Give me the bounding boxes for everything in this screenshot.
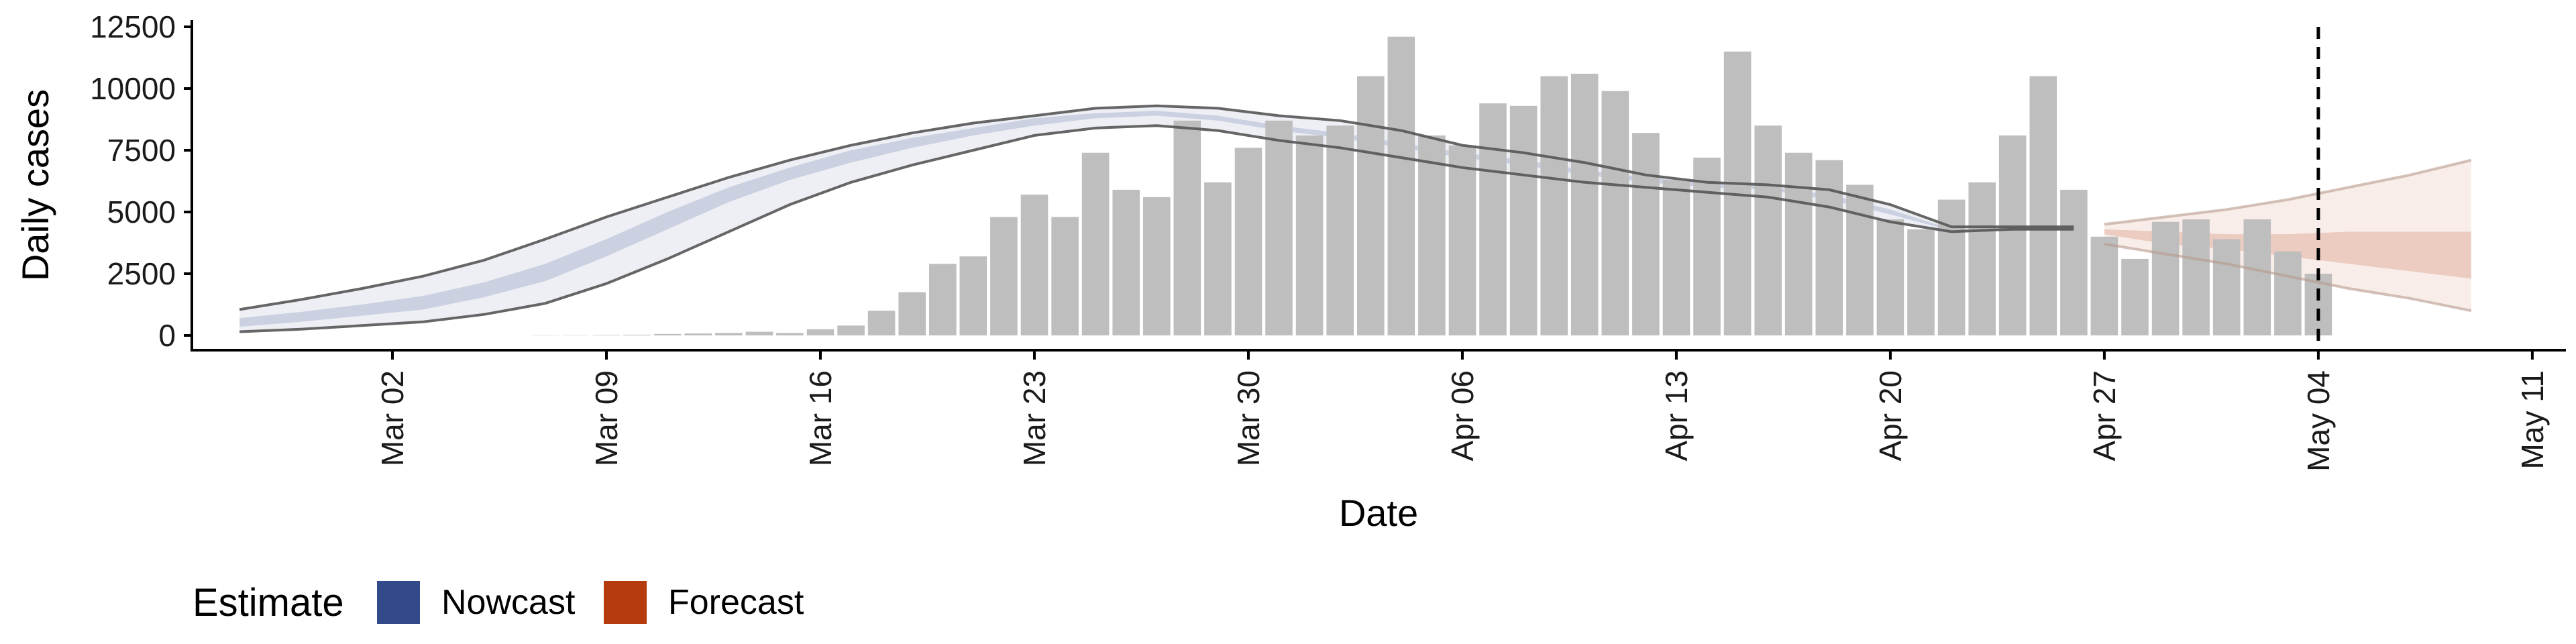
- bar-2020-04-23: [1968, 182, 1996, 335]
- bar-2020-05-02: [2243, 219, 2271, 335]
- y-tick-label-0: 0: [158, 318, 176, 353]
- bar-2020-03-26: [1112, 189, 1140, 335]
- y-axis-title: Daily cases: [14, 89, 56, 281]
- bar-2020-03-28: [1173, 120, 1201, 336]
- bar-2020-04-14: [1693, 158, 1721, 335]
- y-tick-label-5000: 5000: [107, 195, 176, 229]
- x-tick-label-4: Mar 30: [1231, 370, 1266, 466]
- bar-2020-04-24: [1998, 135, 2027, 335]
- x-tick-label-6: Apr 13: [1659, 370, 1694, 462]
- y-tick-label-12500: 12500: [90, 9, 176, 44]
- legend-label-nowcast: Nowcast: [441, 583, 576, 622]
- bar-2020-03-17: [837, 325, 865, 335]
- bar-2020-03-13: [715, 333, 743, 335]
- bar-2020-03-18: [867, 311, 896, 335]
- bar-2020-04-22: [1937, 199, 1966, 335]
- bar-2020-03-11: [653, 333, 682, 335]
- bar-2020-04-09: [1540, 76, 1568, 335]
- legend-swatch-nowcast: [377, 581, 420, 624]
- x-tick-label-0: Mar 02: [375, 370, 410, 466]
- bar-2020-04-02: [1326, 125, 1354, 335]
- x-tick-label-7: Apr 20: [1873, 370, 1908, 462]
- bar-2020-04-21: [1907, 229, 1935, 335]
- bar-2020-03-31: [1265, 120, 1293, 336]
- legend-title: Estimate: [193, 581, 344, 625]
- bar-2020-04-28: [2121, 258, 2149, 335]
- forecast-outer-lower-line: [2104, 242, 2472, 313]
- bar-2020-05-01: [2212, 239, 2241, 335]
- bar-2020-05-03: [2274, 251, 2302, 335]
- bar-2020-03-19: [898, 292, 926, 335]
- legend: Estimate Nowcast Forecast: [193, 581, 804, 625]
- y-tick-label-10000: 10000: [90, 71, 176, 106]
- bar-2020-04-03: [1357, 76, 1385, 335]
- daily-case-bars: [531, 36, 2332, 336]
- x-tick-label-9: May 04: [2301, 370, 2336, 472]
- forecast-outer-upper-line: [2104, 158, 2472, 226]
- bar-2020-03-16: [806, 329, 835, 335]
- bar-2020-03-21: [959, 256, 987, 335]
- bar-2020-04-26: [2060, 189, 2088, 335]
- bar-2020-03-25: [1081, 152, 1110, 335]
- band-edge-lines: [239, 104, 2472, 333]
- bar-2020-04-04: [1387, 36, 1415, 335]
- nowcast-outer-lower-line: [239, 124, 2074, 333]
- bar-2020-04-16: [1754, 125, 1782, 335]
- nowcast-inner-band: [239, 111, 2074, 327]
- nowcast-outer-upper-line: [239, 104, 2074, 311]
- x-tick-label-2: Mar 16: [803, 370, 838, 466]
- y-tick-label-7500: 7500: [107, 133, 176, 168]
- bar-2020-03-27: [1143, 197, 1171, 335]
- x-tick-label-8: Apr 27: [2087, 370, 2122, 462]
- bar-2020-04-07: [1479, 103, 1507, 335]
- x-axis-title: Date: [1339, 492, 1418, 534]
- bar-2020-04-13: [1662, 180, 1690, 335]
- x-tick-label-1: Mar 09: [589, 370, 624, 466]
- nowcast-outer-band: [239, 105, 2074, 332]
- bar-2020-04-05: [1418, 135, 1446, 335]
- bar-2020-04-11: [1601, 91, 1629, 335]
- x-tick-label-3: Mar 23: [1017, 370, 1052, 466]
- y-axis-ticks: 0 2500 5000 7500 10000 12500: [90, 9, 192, 353]
- bar-2020-04-17: [1784, 152, 1813, 335]
- bar-2020-04-20: [1876, 219, 1904, 335]
- bar-2020-04-27: [2090, 236, 2118, 335]
- x-tick-label-10: May 11: [2515, 370, 2550, 469]
- y-tick-label-2500: 2500: [107, 256, 176, 291]
- bar-2020-04-08: [1509, 105, 1538, 336]
- x-axis-ticks: Mar 02 Mar 09 Mar 16 Mar 23 Mar 30 Apr 06 Apr …: [375, 350, 2550, 472]
- x-tick-label-5: Apr 06: [1445, 370, 1480, 462]
- bar-2020-04-30: [2182, 219, 2210, 335]
- forecast-outer-band: [2104, 160, 2471, 311]
- bar-2020-04-01: [1295, 135, 1324, 335]
- bar-2020-04-12: [1632, 133, 1660, 335]
- bar-2020-03-12: [684, 333, 712, 335]
- bar-2020-04-29: [2151, 221, 2180, 335]
- bar-2020-03-29: [1204, 182, 1232, 335]
- bar-2020-04-10: [1570, 73, 1599, 336]
- legend-label-forecast: Forecast: [668, 583, 804, 622]
- bar-2020-04-19: [1846, 184, 1874, 335]
- bar-2020-03-30: [1234, 148, 1263, 336]
- bar-2020-03-24: [1051, 217, 1079, 335]
- bar-2020-03-22: [990, 217, 1018, 335]
- bar-2020-04-25: [2029, 76, 2057, 335]
- bar-2020-04-06: [1448, 145, 1477, 335]
- bar-2020-03-23: [1020, 195, 1049, 335]
- legend-swatch-forecast: [604, 581, 647, 624]
- bar-2020-03-15: [776, 333, 804, 335]
- bar-2020-03-20: [929, 264, 957, 335]
- bar-2020-04-18: [1815, 160, 1843, 335]
- bar-2020-03-14: [745, 331, 773, 335]
